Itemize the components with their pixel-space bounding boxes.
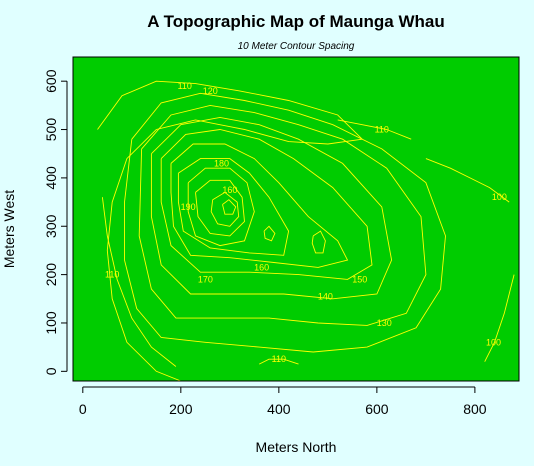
x-tick-label: 600: [365, 401, 389, 417]
contour-lines: [97, 80, 515, 381]
contour-line-190: [195, 179, 245, 237]
contour-line-150: [160, 129, 373, 280]
contour-label: 180: [214, 158, 229, 168]
contour-label: 110: [178, 81, 192, 91]
plot-area: [73, 57, 519, 381]
contour-line-110: [97, 80, 364, 381]
contour-line-120: [124, 92, 446, 353]
y-tick-label: 500: [43, 118, 59, 142]
contour-label: 190: [181, 202, 196, 212]
contour-label: 110: [375, 125, 389, 135]
y-tick-label: 400: [43, 166, 59, 190]
y-tick-label: 600: [43, 69, 59, 93]
contour-label: 170: [198, 274, 213, 284]
contour-label: 110: [105, 270, 119, 280]
contour-line-110: [258, 358, 299, 365]
contour-label: 130: [377, 318, 392, 328]
contour-label: 100: [486, 337, 501, 347]
contour-line-110: [101, 197, 177, 367]
x-axis: 0 200 400 600 800: [79, 386, 487, 417]
contour-line-100: [425, 158, 510, 203]
contour-line-150: [263, 225, 276, 242]
x-tick-label: 0: [79, 401, 87, 417]
chart-title: A Topographic Map of Maunga Whau: [147, 12, 444, 31]
x-tick-label: 400: [267, 401, 291, 417]
contour-line-100: [484, 274, 515, 362]
contour-label: 140: [318, 291, 333, 301]
contour-label: 160: [254, 262, 269, 272]
contour-label: 120: [203, 86, 218, 96]
contour-line-140: [150, 116, 393, 300]
x-axis-label: Meters North: [256, 439, 337, 455]
contour-line-150: [311, 230, 326, 254]
contour-line-170: [177, 158, 290, 256]
contour-line-160: [210, 191, 240, 227]
y-axis: 0 100 200 300 400 500 600: [43, 69, 68, 375]
contour-line-180: [187, 167, 255, 247]
contour-labels: 110 110 110 100 100 120 130 140 150 160 170 180 190 1…: [105, 81, 507, 364]
contour-line-160: [170, 143, 349, 268]
contour-label: 110: [272, 354, 286, 364]
y-axis-label: Meters West: [1, 190, 17, 268]
y-tick-label: 200: [43, 263, 59, 287]
x-tick-label: 200: [169, 401, 193, 417]
contour-line-110: [337, 119, 412, 140]
y-tick-label: 300: [43, 214, 59, 238]
x-tick-label: 800: [463, 401, 487, 417]
contour-label: 100: [492, 192, 507, 202]
contour-label: 150: [352, 274, 367, 284]
plot-border: [72, 56, 520, 382]
contour-label: 160: [222, 185, 237, 195]
y-tick-label: 0: [43, 367, 59, 375]
y-tick-label: 100: [43, 311, 59, 335]
chart-subtitle: 10 Meter Contour Spacing: [238, 41, 355, 52]
contour-line-180: [222, 199, 237, 215]
contour-line-130: [138, 104, 427, 326]
